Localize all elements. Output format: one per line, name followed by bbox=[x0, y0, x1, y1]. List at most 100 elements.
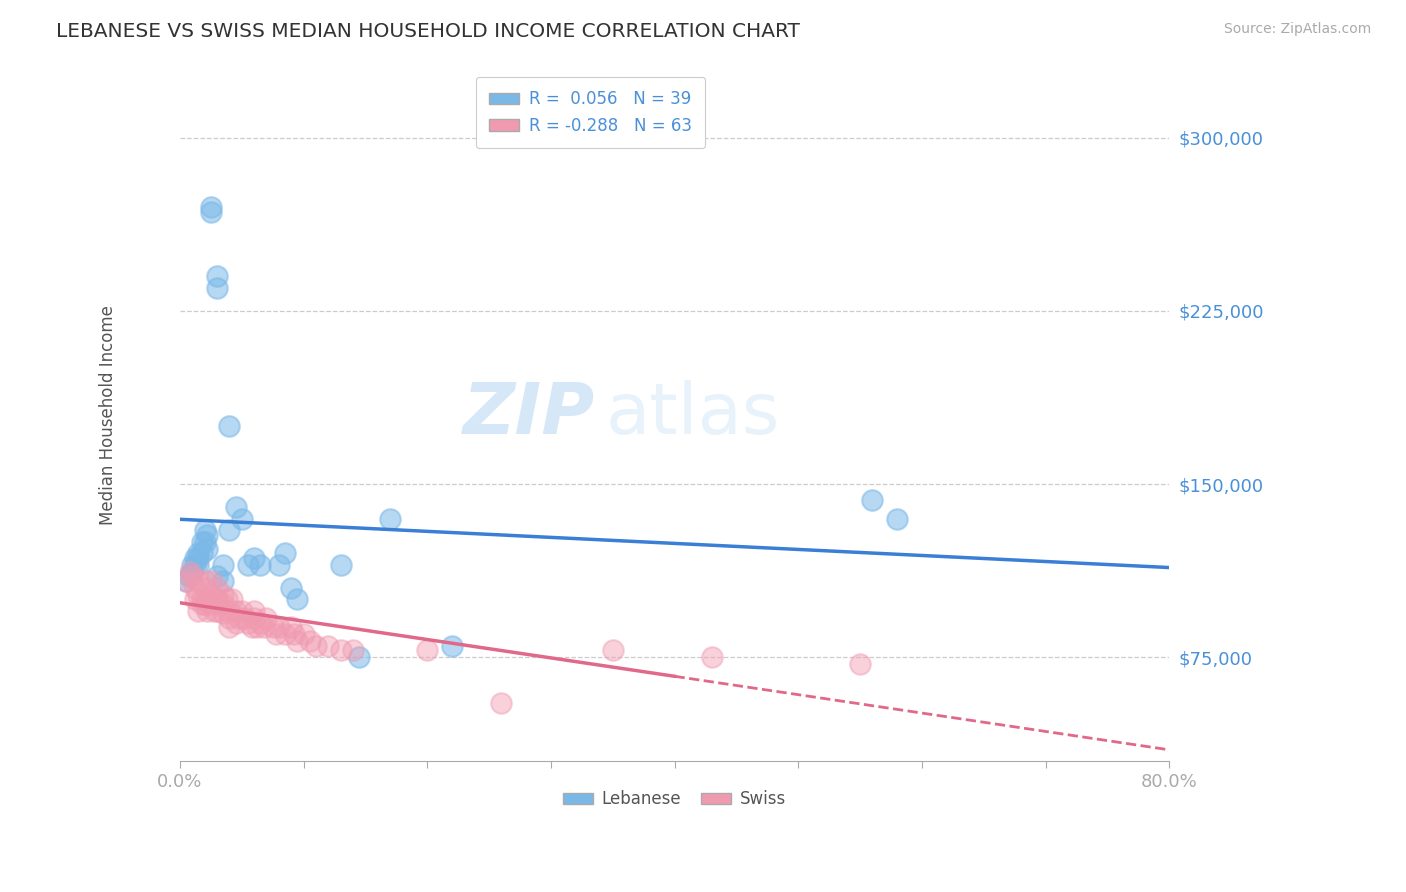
Point bbox=[191, 592, 214, 607]
Point bbox=[183, 550, 205, 565]
Point bbox=[195, 541, 218, 556]
Point bbox=[285, 592, 308, 607]
Text: ZIP: ZIP bbox=[463, 380, 595, 450]
Point bbox=[204, 592, 226, 607]
Point bbox=[225, 615, 247, 630]
Point bbox=[200, 200, 222, 214]
Point bbox=[195, 528, 218, 542]
Point bbox=[212, 607, 235, 621]
Point bbox=[177, 569, 200, 583]
Point bbox=[218, 611, 240, 625]
Point bbox=[886, 511, 908, 525]
Point bbox=[212, 588, 235, 602]
Point bbox=[191, 534, 214, 549]
Point bbox=[225, 604, 247, 618]
Point bbox=[849, 657, 872, 672]
Point bbox=[204, 604, 226, 618]
Point bbox=[342, 643, 364, 657]
Point bbox=[236, 615, 259, 630]
Point bbox=[233, 611, 256, 625]
Point bbox=[194, 574, 217, 588]
Point bbox=[253, 620, 276, 634]
Point bbox=[187, 574, 209, 588]
Point bbox=[205, 581, 228, 595]
Point bbox=[262, 620, 284, 634]
Point bbox=[212, 574, 235, 588]
Point bbox=[200, 574, 222, 588]
Point bbox=[205, 281, 228, 295]
Text: atlas: atlas bbox=[606, 380, 780, 450]
Point bbox=[187, 604, 209, 618]
Point bbox=[194, 534, 217, 549]
Point bbox=[249, 558, 271, 572]
Point bbox=[218, 604, 240, 618]
Point bbox=[205, 269, 228, 284]
Point bbox=[240, 620, 263, 634]
Point bbox=[231, 511, 253, 525]
Point bbox=[254, 611, 277, 625]
Point bbox=[245, 620, 267, 634]
Point bbox=[195, 604, 218, 618]
Point bbox=[200, 597, 222, 611]
Point bbox=[491, 697, 513, 711]
Point bbox=[378, 511, 401, 525]
Point bbox=[208, 597, 231, 611]
Point bbox=[231, 604, 253, 618]
Point bbox=[249, 615, 271, 630]
Point bbox=[200, 204, 222, 219]
Point bbox=[228, 611, 250, 625]
Point bbox=[280, 581, 302, 595]
Point bbox=[221, 592, 243, 607]
Point bbox=[267, 558, 290, 572]
Point bbox=[416, 643, 439, 657]
Point bbox=[218, 620, 240, 634]
Point bbox=[285, 634, 308, 648]
Point bbox=[440, 639, 463, 653]
Point bbox=[274, 627, 297, 641]
Point bbox=[292, 627, 315, 641]
Text: LEBANESE VS SWISS MEDIAN HOUSEHOLD INCOME CORRELATION CHART: LEBANESE VS SWISS MEDIAN HOUSEHOLD INCOM… bbox=[56, 22, 800, 41]
Point bbox=[191, 546, 214, 560]
Point bbox=[187, 588, 209, 602]
Point bbox=[179, 565, 201, 579]
Point bbox=[602, 643, 624, 657]
Point bbox=[187, 550, 209, 565]
Point bbox=[181, 558, 204, 572]
Point bbox=[187, 546, 209, 560]
Point bbox=[329, 643, 352, 657]
Point bbox=[298, 634, 321, 648]
Point bbox=[218, 523, 240, 537]
Point bbox=[205, 569, 228, 583]
Point bbox=[329, 558, 352, 572]
Point bbox=[183, 592, 205, 607]
Point bbox=[181, 565, 204, 579]
Point bbox=[174, 574, 197, 588]
Point bbox=[194, 581, 217, 595]
Point bbox=[212, 558, 235, 572]
Point bbox=[225, 500, 247, 515]
Point bbox=[700, 650, 723, 665]
Point bbox=[183, 558, 205, 572]
Point bbox=[243, 611, 266, 625]
Point bbox=[266, 627, 288, 641]
Y-axis label: Median Household Income: Median Household Income bbox=[100, 305, 117, 524]
Point bbox=[183, 581, 205, 595]
Point bbox=[862, 493, 884, 508]
Point bbox=[212, 597, 235, 611]
Text: Source: ZipAtlas.com: Source: ZipAtlas.com bbox=[1223, 22, 1371, 37]
Point bbox=[205, 604, 228, 618]
Legend: Lebanese, Swiss: Lebanese, Swiss bbox=[557, 784, 793, 815]
Point bbox=[267, 620, 290, 634]
Point bbox=[187, 558, 209, 572]
Point bbox=[194, 523, 217, 537]
Point bbox=[243, 550, 266, 565]
Point bbox=[283, 627, 305, 641]
Point bbox=[191, 597, 214, 611]
Point bbox=[215, 592, 238, 607]
Point bbox=[174, 574, 197, 588]
Point bbox=[181, 569, 204, 583]
Point bbox=[243, 604, 266, 618]
Point bbox=[194, 597, 217, 611]
Point bbox=[236, 558, 259, 572]
Point bbox=[305, 639, 328, 653]
